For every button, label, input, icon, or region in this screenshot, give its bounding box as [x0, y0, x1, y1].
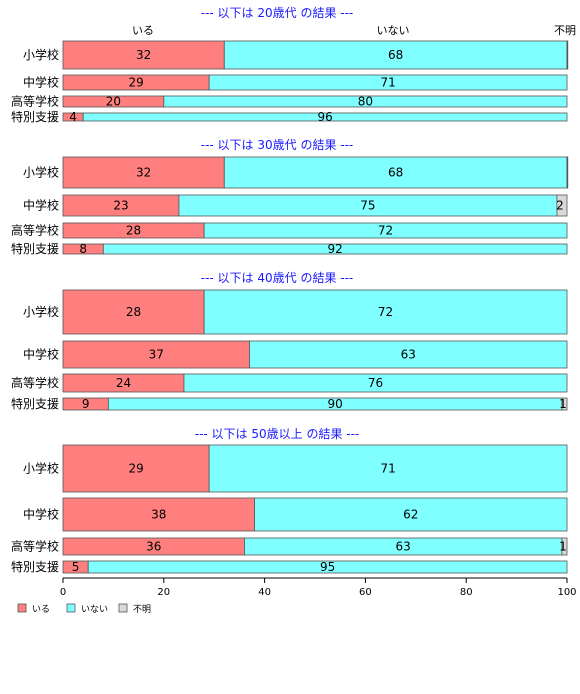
category-label: 小学校	[23, 304, 59, 319]
data-label: 68	[388, 166, 403, 180]
data-label: 8	[79, 242, 87, 256]
data-label: 37	[149, 348, 164, 362]
legend-label: 不明	[133, 604, 151, 615]
column-header: いない	[377, 24, 410, 37]
data-label: 72	[378, 224, 393, 238]
x-tick-label: 100	[557, 587, 576, 598]
x-tick-label: 40	[258, 587, 271, 598]
x-tick-label: 0	[60, 587, 66, 598]
bar-segment-inai	[249, 340, 568, 369]
bar-segment-inai	[163, 95, 568, 108]
legend-swatch	[118, 603, 128, 613]
legend-label: いない	[81, 604, 108, 615]
data-label: 76	[368, 376, 383, 390]
bar-segment-inai	[183, 373, 568, 393]
data-label: 24	[116, 376, 131, 390]
data-label: 36	[146, 540, 161, 554]
data-label: 9	[82, 397, 90, 411]
data-label: 80	[358, 95, 373, 109]
bar-segment-fumei	[566, 40, 569, 70]
data-label: 29	[128, 462, 143, 476]
category-label: 特別支援	[11, 559, 59, 574]
data-label: 20	[106, 95, 121, 109]
data-label: 1	[559, 540, 567, 554]
data-label: 32	[136, 48, 151, 62]
data-label: 71	[380, 76, 395, 90]
legend-label: いる	[32, 604, 50, 615]
bar-segment-inai	[254, 497, 568, 532]
data-label: 95	[320, 560, 335, 574]
category-label: 高等学校	[11, 223, 59, 238]
data-label: 62	[403, 508, 418, 522]
panel-title: --- 以下は 40歳代 の結果 ---	[201, 271, 354, 285]
panel-title: --- 以下は 30歳代 の結果 ---	[201, 138, 354, 152]
category-label: 特別支援	[11, 396, 59, 411]
bar-segment-inai	[203, 222, 568, 239]
bar-segment-iru	[62, 40, 225, 70]
data-label: 90	[328, 397, 343, 411]
data-label: 92	[328, 242, 343, 256]
data-label: 4	[69, 110, 77, 124]
data-label: 23	[113, 199, 128, 213]
panel-title: --- 以下は 20歳代 の結果 ---	[201, 6, 354, 20]
data-label: 28	[126, 224, 141, 238]
bar-segment-iru	[62, 497, 255, 532]
bar-segment-iru	[62, 340, 250, 369]
category-label: 中学校	[23, 75, 59, 90]
category-label: 高等学校	[11, 94, 59, 109]
bar-segment-inai	[102, 243, 568, 255]
x-tick-label: 60	[359, 587, 372, 598]
data-label: 63	[401, 348, 416, 362]
bar-segment-inai	[223, 156, 568, 189]
data-label: 29	[128, 76, 143, 90]
bar-segment-inai	[208, 74, 568, 91]
category-label: 中学校	[23, 198, 59, 213]
bar-segment-inai	[87, 560, 568, 574]
category-label: 小学校	[23, 461, 59, 476]
bar-segment-fumei	[556, 194, 568, 217]
category-label: 小学校	[23, 47, 59, 62]
data-label: 96	[317, 110, 332, 124]
x-tick-label: 20	[157, 587, 170, 598]
bar-segment-inai	[82, 112, 568, 122]
data-label: 75	[360, 199, 375, 213]
category-label: 特別支援	[11, 241, 59, 256]
bar-segment-inai	[208, 444, 568, 493]
bar-segment-fumei	[561, 397, 568, 411]
bar-segment-iru	[62, 444, 210, 493]
bar-segment-fumei	[561, 537, 568, 556]
bar-segment-inai	[203, 289, 568, 335]
legend-swatch	[66, 603, 76, 613]
data-label: 2	[556, 199, 564, 213]
category-label: 特別支援	[11, 109, 59, 124]
category-label: 小学校	[23, 165, 59, 180]
data-label: 28	[126, 305, 141, 319]
column-header: 不明	[554, 24, 576, 37]
column-header: いる	[132, 24, 154, 37]
bar-segment-inai	[223, 40, 568, 70]
data-label: 63	[396, 540, 411, 554]
category-label: 中学校	[23, 347, 59, 362]
data-label: 32	[136, 166, 151, 180]
x-tick-label: 80	[460, 587, 473, 598]
data-label: 68	[388, 48, 403, 62]
category-label: 高等学校	[11, 375, 59, 390]
data-label: 1	[559, 397, 567, 411]
data-label: 72	[378, 305, 393, 319]
bar-segment-fumei	[566, 156, 569, 189]
data-label: 38	[151, 508, 166, 522]
bar-segment-iru	[62, 156, 225, 189]
data-label: 71	[380, 462, 395, 476]
legend-swatch	[17, 603, 27, 613]
category-label: 中学校	[23, 507, 59, 522]
data-label: 5	[72, 560, 80, 574]
panel-title: --- 以下は 50歳以上 の結果 ---	[195, 427, 360, 441]
category-label: 高等学校	[11, 539, 59, 554]
